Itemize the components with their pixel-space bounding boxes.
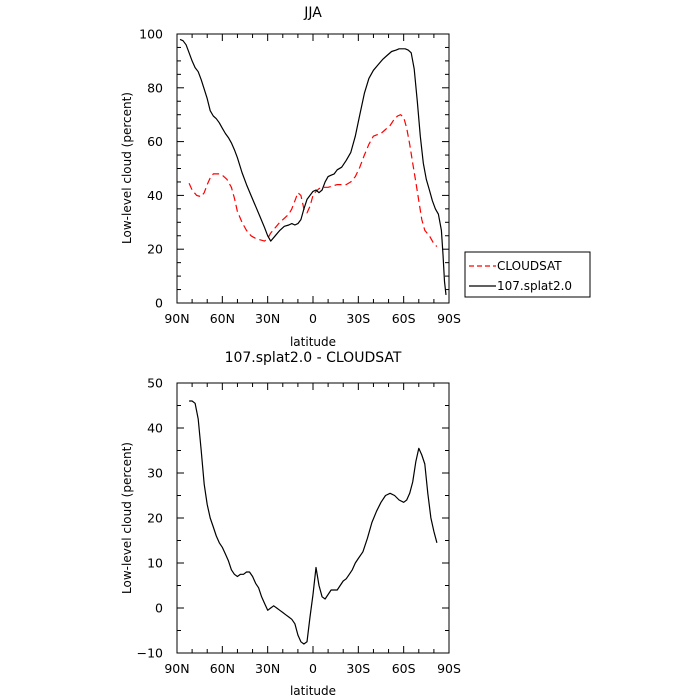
bottom-chart-y-tick-label: 50 bbox=[147, 376, 163, 391]
bottom-chart-x-tick-label: 30S bbox=[346, 661, 370, 676]
bottom-chart-axes-layer: 90N 60N 30N 0 30S 60S 90S −10 0 10 20 30 40 50 bbox=[137, 376, 461, 677]
top-chart-y-tick-label: 80 bbox=[147, 80, 163, 95]
bottom-chart-plot-frame bbox=[176, 382, 450, 654]
bottom-chart-x-tick-label: 90N bbox=[164, 661, 189, 676]
bottom-chart-title: 107.splat2.0 - CLOUDSAT bbox=[225, 350, 402, 366]
bottom-chart-y-tick-label: −10 bbox=[137, 646, 163, 661]
legend-label-107-splat2-0: 107.splat2.0 bbox=[497, 279, 572, 293]
bottom-chart-x-axis-label: latitude bbox=[290, 684, 336, 698]
top-chart-panel: JJA 90N 60N 30N 0 30S 60S 90S 0 20 40 60 80 100 lati… bbox=[120, 5, 591, 349]
top-chart-series-line-cloudsat bbox=[188, 114, 438, 247]
top-chart-x-tick-label: 90N bbox=[164, 311, 189, 326]
bottom-chart-series-line-0 bbox=[189, 400, 438, 645]
top-chart-x-tick-label: 60S bbox=[392, 311, 416, 326]
top-chart-title: JJA bbox=[303, 5, 322, 21]
bottom-chart-x-tick-label: 30N bbox=[255, 661, 280, 676]
top-chart-x-tick-label: 30N bbox=[255, 311, 280, 326]
top-chart-x-tick-label: 0 bbox=[309, 311, 317, 326]
top-chart-x-tick-label: 90S bbox=[437, 311, 461, 326]
top-chart-series-layer bbox=[179, 38, 447, 295]
bottom-chart-y-tick-label: 10 bbox=[147, 556, 163, 571]
bottom-chart-y-tick-label: 20 bbox=[147, 511, 163, 526]
bottom-chart-x-tick-label: 60S bbox=[392, 661, 416, 676]
legend-label-cloudsat: CLOUDSAT bbox=[497, 259, 562, 273]
top-chart-x-axis-label: latitude bbox=[290, 335, 336, 349]
top-chart-y-tick-label: 100 bbox=[139, 27, 163, 42]
bottom-chart-x-tick-label: 0 bbox=[309, 661, 317, 676]
bottom-chart-x-tick-label: 60N bbox=[210, 661, 235, 676]
bottom-chart-series-layer bbox=[189, 400, 438, 645]
top-chart-plot-frame bbox=[176, 33, 450, 304]
bottom-chart-panel: 107.splat2.0 - CLOUDSAT 90N 60N 30N 0 30S 60S… bbox=[120, 350, 461, 698]
bottom-chart-y-tick-label: 40 bbox=[147, 421, 163, 436]
top-chart-y-axis-label: Low-level cloud (percent) bbox=[120, 92, 134, 244]
top-chart-y-tick-label: 40 bbox=[147, 188, 163, 203]
bottom-chart-x-tick-label: 90S bbox=[437, 661, 461, 676]
top-chart-y-tick-label: 20 bbox=[147, 242, 163, 257]
bottom-chart-y-tick-label: 0 bbox=[155, 601, 163, 616]
top-chart-x-tick-label: 30S bbox=[346, 311, 370, 326]
top-chart-y-tick-label: 60 bbox=[147, 134, 163, 149]
top-chart-y-tick-label: 0 bbox=[155, 296, 163, 311]
bottom-chart-y-tick-label: 30 bbox=[147, 466, 163, 481]
legend: CLOUDSAT 107.splat2.0 bbox=[464, 251, 591, 298]
top-chart-series-line-107-splat2-0 bbox=[179, 38, 447, 295]
legend-box bbox=[464, 251, 591, 298]
bottom-chart-y-axis-label: Low-level cloud (percent) bbox=[120, 442, 134, 594]
top-chart-axes-layer: 90N 60N 30N 0 30S 60S 90S 0 20 40 60 80 100 bbox=[139, 27, 461, 327]
top-chart-x-tick-label: 60N bbox=[210, 311, 235, 326]
